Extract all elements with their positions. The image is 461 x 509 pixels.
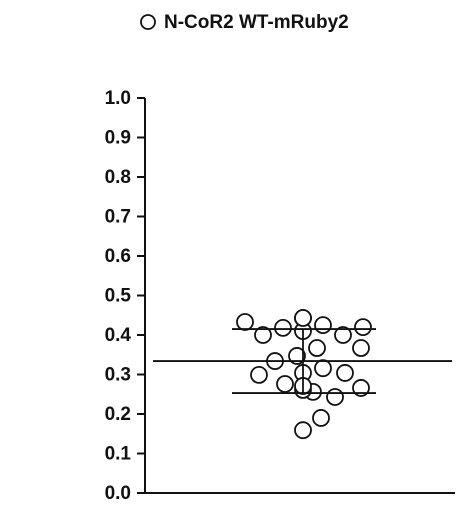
y-tick-label: 0.5 — [105, 286, 132, 307]
data-point — [294, 421, 312, 440]
y-tick-label: 0.1 — [105, 444, 132, 465]
data-point — [236, 313, 254, 331]
y-tick-label: 0.3 — [105, 365, 131, 386]
y-tick-label: 0.4 — [105, 325, 132, 346]
legend-marker — [140, 14, 156, 30]
data-point — [352, 379, 370, 397]
y-tick-label: 0.0 — [105, 483, 131, 504]
data-point — [308, 339, 326, 357]
y-tick-label: 1.0 — [105, 88, 131, 109]
legend-label: N-CoR2 WT-mRuby2 — [164, 12, 349, 33]
data-point — [250, 365, 268, 384]
data-point — [312, 409, 330, 427]
data-point — [354, 318, 372, 337]
y-tick-label: 0.9 — [105, 128, 131, 149]
data-point — [254, 326, 272, 344]
data-point — [314, 316, 332, 335]
y-tick-label: 0.2 — [105, 404, 131, 425]
data-point — [276, 375, 294, 393]
y-tick-label: 0.8 — [105, 167, 131, 188]
data-point — [288, 347, 306, 365]
data-point — [352, 339, 370, 357]
data-point — [334, 326, 352, 344]
data-point — [274, 318, 292, 337]
data-point — [294, 309, 312, 327]
data-point — [336, 364, 354, 382]
data-point — [326, 388, 344, 406]
y-tick-label: 0.7 — [105, 207, 131, 228]
y-tick-label: 0.6 — [105, 246, 131, 267]
data-point — [314, 359, 332, 378]
